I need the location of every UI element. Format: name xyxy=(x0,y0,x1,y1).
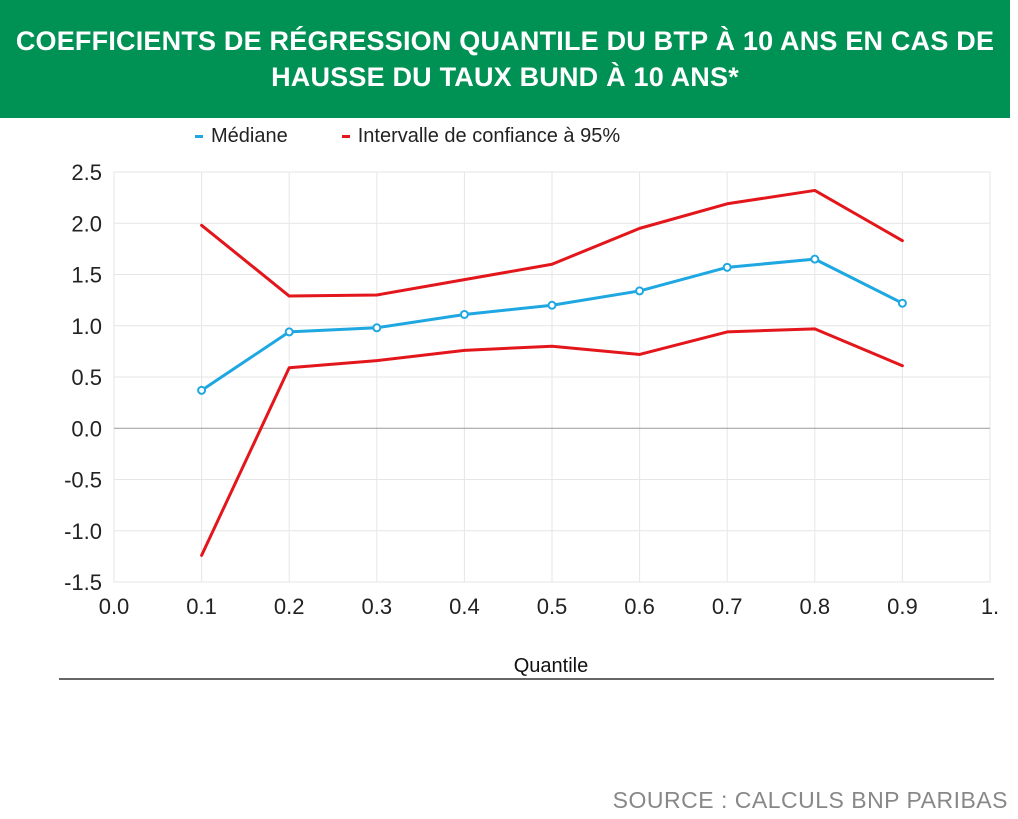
series-line-upper-ci xyxy=(200,188,904,298)
y-tick-label: 1.0 xyxy=(71,314,102,339)
y-tick-label: 2.0 xyxy=(71,211,102,236)
x-tick-label: 0.2 xyxy=(274,594,305,619)
x-tick-label: 1. xyxy=(981,594,999,619)
source-note: SOURCE : CALCULS BNP PARIBAS xyxy=(612,787,1008,813)
median-point xyxy=(810,254,820,264)
legend-item-median: Médiane xyxy=(195,125,288,148)
x-axis-label: Quantile xyxy=(514,655,589,677)
median-point xyxy=(284,327,294,337)
line-chart: 2.52.01.51.00.50.0-0.5-1.0-1.50.0 0.1 0.2 0… xyxy=(59,160,999,680)
legend-swatch-median xyxy=(195,134,203,138)
y-tick-label: -1.0 xyxy=(64,519,102,544)
x-tick-label: 0.6 xyxy=(624,594,655,619)
y-tick-label: -1.5 xyxy=(64,570,102,595)
legend-label-median: Médiane xyxy=(211,124,288,147)
x-tick-label: 0.7 xyxy=(712,594,743,619)
x-tick-label: 0.3 xyxy=(362,594,393,619)
legend-swatch-confidence xyxy=(341,134,350,138)
y-tick-label: 0.0 xyxy=(71,416,102,441)
x-tick-label: 0.8 xyxy=(800,594,831,619)
median-point xyxy=(372,323,382,333)
legend-item-confidence: Intervalle de confiance à 95% xyxy=(341,124,621,148)
chart-title-line-2: HAUSSE DU TAUX BUND À 10 ANS* xyxy=(271,62,739,92)
chart-legend: Médiane Intervalle de confiance à 95% xyxy=(195,122,674,150)
title-banner: COEFFICIENTS DE RÉGRESSION QUANTILE DU B… xyxy=(0,0,1010,118)
series-line-lower-ci xyxy=(200,327,904,557)
median-point xyxy=(459,309,469,319)
median-point xyxy=(897,298,907,308)
y-tick-label: 0.5 xyxy=(71,365,102,390)
legend-label-confidence: Intervalle de confiance à 95% xyxy=(357,124,621,147)
x-tick-label: 0.1 xyxy=(186,594,217,619)
x-tick-label: 0.0 xyxy=(99,594,130,619)
x-tick-label: 0.9 xyxy=(887,594,918,619)
x-tick-label: 0.5 xyxy=(537,594,568,619)
x-tick-label: 0.4 xyxy=(449,594,480,619)
median-point xyxy=(635,286,645,296)
y-tick-label: 2.5 xyxy=(71,160,102,185)
y-tick-label: -0.5 xyxy=(64,468,102,493)
y-tick-label: 1.5 xyxy=(71,263,102,288)
median-point xyxy=(197,385,207,395)
chart-title-line-1: COEFFICIENTS DE RÉGRESSION QUANTILE DU B… xyxy=(15,26,995,56)
median-point xyxy=(722,262,732,272)
median-point xyxy=(547,300,557,310)
